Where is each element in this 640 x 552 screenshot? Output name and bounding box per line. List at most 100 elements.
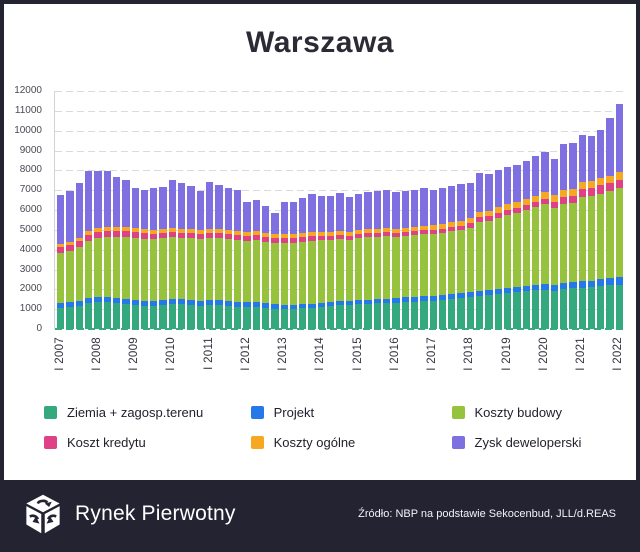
bar [271, 212, 279, 329]
bar-segment [57, 246, 65, 253]
x-slot [335, 335, 342, 397]
bar-segment [75, 301, 83, 307]
bar-segment [57, 243, 65, 247]
bars-container [55, 91, 625, 329]
bar-segment [271, 309, 279, 329]
x-slot: I 2011 [203, 335, 215, 397]
x-tick-label: I 2019 [500, 337, 513, 371]
y-tick-label: 7000 [19, 184, 42, 196]
bar-segment [448, 294, 456, 300]
x-slot: I 2008 [90, 335, 103, 397]
bar-segment [280, 309, 288, 329]
bar-segment [476, 291, 484, 297]
bar [252, 200, 260, 329]
bar-segment [168, 299, 177, 305]
bar-segment [382, 190, 391, 228]
bar-segment [140, 306, 149, 329]
bar-segment [103, 171, 111, 227]
x-slot [475, 335, 482, 397]
bar-segment [587, 181, 596, 189]
bar-segment [364, 192, 372, 229]
legend-swatch-koszty-ogolne [250, 436, 264, 449]
y-tick-label: 0 [36, 323, 42, 334]
brand: Rynek Pierwotny [22, 492, 236, 536]
bar-segment [615, 180, 624, 189]
bar-segment [233, 307, 242, 329]
bar-segment [280, 202, 288, 234]
bar-segment [438, 300, 447, 329]
bar-segment [410, 230, 419, 235]
bar-segment [206, 182, 214, 229]
y-tick-label: 5000 [19, 223, 42, 235]
bar-segment [150, 229, 158, 234]
bar-segment [150, 301, 158, 307]
bar-segment [420, 301, 428, 329]
bar-segment [178, 304, 186, 329]
rynek-pierwotny-cube-logo-icon [26, 494, 60, 534]
bar-segment [336, 234, 344, 239]
bar-segment [261, 205, 270, 233]
bar-segment [271, 304, 279, 310]
bar-segment [597, 178, 605, 186]
y-axis: 0 1000 2000 3000 4000 5000 6000 7000 8000 9000 100… [4, 85, 48, 334]
bar-segment [94, 297, 102, 303]
bar-segment [466, 227, 475, 293]
bar [457, 184, 465, 329]
bar [224, 188, 232, 329]
bar-segment [289, 237, 298, 243]
bar [531, 156, 540, 329]
bar-segment [178, 299, 186, 305]
bar-segment [112, 298, 121, 304]
bar-segment [252, 239, 260, 303]
bar-segment [522, 204, 530, 210]
plot-area [54, 91, 625, 330]
bar-segment [504, 167, 512, 204]
bar [75, 183, 83, 329]
bar-segment [206, 228, 214, 233]
x-slot: I 2019 [500, 335, 513, 397]
bar-segment [504, 214, 512, 288]
bar-segment [466, 217, 475, 223]
bar [606, 117, 614, 329]
x-slot [103, 335, 110, 397]
bar [587, 135, 596, 329]
bar-segment [327, 301, 335, 307]
bar-segment [476, 211, 484, 217]
bar-segment [243, 240, 251, 303]
bar-segment [504, 293, 512, 329]
bar-segment [261, 241, 270, 304]
bar [559, 143, 568, 329]
x-tick-label: I 2008 [90, 337, 103, 371]
bar-segment [559, 190, 568, 198]
bar [410, 190, 419, 329]
bar-segment [280, 242, 288, 305]
bar-segment [122, 299, 130, 305]
legend-label: Projekt [273, 405, 315, 420]
bar-segment [103, 230, 111, 237]
bar-segment [122, 226, 130, 231]
x-axis: I 2007 I 2008 I 2009 I 2010 I 2011 I 2012 I 20… [54, 335, 625, 397]
bar-segment [94, 237, 102, 298]
bar-segment [308, 231, 316, 236]
bar-segment [299, 303, 307, 309]
bar-segment [513, 292, 521, 329]
bar-segment [243, 201, 251, 232]
x-tick-label: I 2021 [575, 337, 588, 371]
bar-segment [569, 196, 577, 204]
bar-segment [531, 284, 540, 291]
bar-segment [140, 228, 149, 233]
bar-segment [364, 304, 372, 329]
x-slot [186, 335, 193, 397]
bar [308, 194, 316, 329]
bar-segment [317, 302, 326, 308]
bar-segment [289, 242, 298, 305]
bar-segment [438, 188, 447, 224]
bar-segment [382, 298, 391, 304]
bar [131, 188, 139, 329]
x-slot [65, 335, 72, 397]
bar-segment [587, 188, 596, 197]
x-slot [149, 335, 156, 397]
bar-segment [541, 192, 549, 200]
y-tick-label: 1000 [19, 303, 42, 315]
